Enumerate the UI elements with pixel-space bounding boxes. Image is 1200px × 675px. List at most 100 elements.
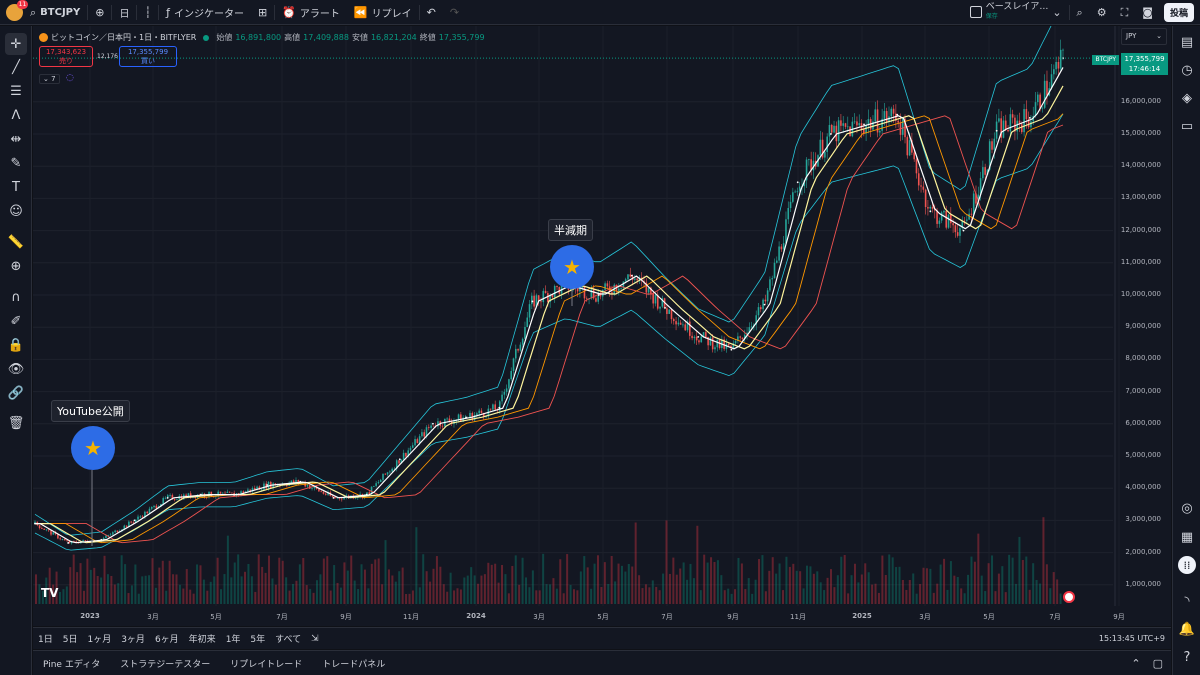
chart-pane[interactable]: ビットコイン／日本円・1日・BITFLYER 始値 16,891,800 高値 17… [33, 26, 1171, 626]
go-to-realtime-button[interactable] [1063, 591, 1075, 603]
date-range-icon[interactable]: ⇲ [311, 633, 319, 644]
compare-button[interactable]: ⊕ [88, 0, 111, 25]
chevron-up-icon[interactable]: ⌃ [1131, 656, 1141, 670]
buy-button[interactable]: 17,355,799 買い [119, 46, 177, 67]
stay-drawing-tool[interactable]: ✐ [5, 310, 27, 332]
volume-bar [802, 588, 805, 604]
pattern-tool[interactable]: ᐱ [5, 104, 27, 126]
forecast-tool[interactable]: ⇹ [5, 128, 27, 150]
series-point [332, 496, 335, 499]
candle-body [128, 521, 130, 527]
emoji-tool[interactable]: ☺ [5, 200, 27, 222]
lock-tool[interactable]: 🔒 [5, 334, 27, 356]
volume-bar [1045, 564, 1048, 604]
bottom-tab[interactable]: ストラテジーテスター [120, 659, 211, 670]
legend-title[interactable]: ビットコイン／日本円・1日・BITFLYER [51, 33, 197, 42]
templates-button[interactable]: ⊞ [251, 0, 274, 25]
candle-body [624, 279, 627, 282]
layers-button[interactable]: ◈ [1178, 89, 1196, 107]
watchlist-button[interactable]: ▤ [1178, 33, 1196, 51]
fib-tool[interactable]: ☰ [5, 80, 27, 102]
candle-body [75, 541, 78, 543]
maximize-icon[interactable]: ▢ [1152, 656, 1163, 670]
bottom-tab[interactable]: Pine エディタ [43, 659, 101, 670]
star-icon[interactable]: ★ [71, 426, 115, 470]
post-button[interactable]: 投稿 [1163, 2, 1194, 22]
crosshair-tool[interactable]: ✛ [5, 33, 27, 55]
halving-callout[interactable]: 半減期 [548, 219, 593, 241]
range-button[interactable]: 1日 [38, 635, 53, 645]
delete-tool[interactable]: 🗑 [5, 412, 27, 434]
replay-button[interactable]: ⏪ リプレイ [347, 0, 419, 25]
indicator-toggle[interactable]: ⌄ 7 [39, 74, 60, 84]
volume-bar [72, 554, 75, 604]
interval-button[interactable]: 日 [119, 8, 130, 20]
ideas-button[interactable]: ◎ [1178, 499, 1196, 517]
snapshot-button[interactable]: ◙ [1135, 0, 1160, 25]
candle-body [267, 482, 270, 489]
range-button[interactable]: 1ヶ月 [87, 635, 112, 645]
magnet-tool[interactable]: ∩ [5, 286, 27, 308]
indicators-button[interactable]: ƒ インジケーター [159, 0, 251, 25]
settings-button[interactable]: ⚙ [1090, 0, 1114, 25]
chart-type-button[interactable]: ┆ [137, 0, 158, 25]
volume-bar [984, 591, 987, 604]
candle-body [732, 343, 735, 349]
redo-button[interactable]: ↷ [443, 0, 466, 25]
link-tool[interactable]: 🔗 [5, 382, 27, 404]
avatar[interactable]: 11 [6, 0, 28, 21]
chat-button[interactable]: ▭ [1178, 117, 1196, 135]
candle-body [311, 487, 313, 489]
quick-search-button[interactable]: ⌕ [1070, 0, 1090, 25]
volume-bar [775, 573, 778, 604]
candle-body [707, 336, 709, 346]
candle-body [540, 301, 542, 303]
price-chart[interactable] [33, 26, 1171, 626]
alerts-panel-button[interactable]: ◷ [1178, 61, 1196, 79]
youtube-callout[interactable]: YouTube公開 [51, 400, 130, 422]
y-tick-label: 16,000,000 [1120, 96, 1161, 105]
gear-icon: ⚙ [1096, 5, 1107, 19]
x-tick-label: 7月 [276, 613, 288, 621]
range-button[interactable]: 3ヶ月 [121, 635, 145, 645]
currency-select[interactable]: JPY ⌄ [1121, 28, 1167, 45]
text-tool[interactable]: T [5, 176, 27, 198]
candle-body [423, 432, 426, 437]
range-button[interactable]: 5日 [62, 635, 78, 645]
streams-button[interactable]: ◝ [1178, 592, 1196, 610]
hide-tool[interactable]: 👁 [5, 358, 27, 380]
range-button[interactable]: 年初来 [188, 635, 216, 645]
x-tick-label: 7月 [661, 613, 673, 621]
volume-bar [901, 580, 904, 604]
range-button[interactable]: 1年 [225, 635, 241, 645]
range-button[interactable]: 5年 [250, 635, 266, 645]
fullscreen-button[interactable]: ⛶ [1114, 0, 1136, 25]
timezone-clock[interactable]: 15:13:45 UTC+9 [1098, 634, 1165, 643]
undo-button[interactable]: ↶ [420, 0, 443, 25]
volume-bar [456, 588, 459, 604]
range-button[interactable]: すべて [275, 635, 302, 645]
bottom-tab[interactable]: リプレイトレード [230, 659, 303, 670]
candle-body [313, 486, 316, 488]
notifications-button[interactable]: 🔔 [1178, 620, 1196, 638]
apps-button[interactable]: ⁞⁞ [1178, 556, 1196, 574]
candle-body [938, 220, 941, 224]
calendar-button[interactable]: ▦ [1178, 528, 1196, 546]
alert-button[interactable]: ⏰ アラート [275, 0, 347, 25]
help-button[interactable]: ? [1178, 648, 1196, 666]
layout-button[interactable]: ベースレイア… 保存 ⌄ [963, 0, 1069, 25]
ruler-tool[interactable]: 📏 [5, 231, 27, 253]
brush-tool[interactable]: ✎ [5, 152, 27, 174]
volume-bar [655, 586, 658, 604]
candle-body [393, 468, 396, 470]
sell-button[interactable]: 17,343,623 売り [39, 46, 93, 67]
candle-body [769, 279, 771, 291]
trendline-tool[interactable]: ╱ [5, 56, 27, 78]
range-button[interactable]: 6ヶ月 [154, 635, 179, 645]
tradingview-logo-icon[interactable]: 𝗧𝗩 [41, 586, 59, 600]
symbol-search-button[interactable]: ⌕ BTCJPY [23, 0, 87, 25]
volume-bar [302, 557, 305, 604]
zoom-tool[interactable]: ⊕ [5, 255, 27, 277]
star-icon[interactable]: ★ [550, 245, 594, 289]
bottom-tab[interactable]: トレードパネル [322, 659, 386, 670]
